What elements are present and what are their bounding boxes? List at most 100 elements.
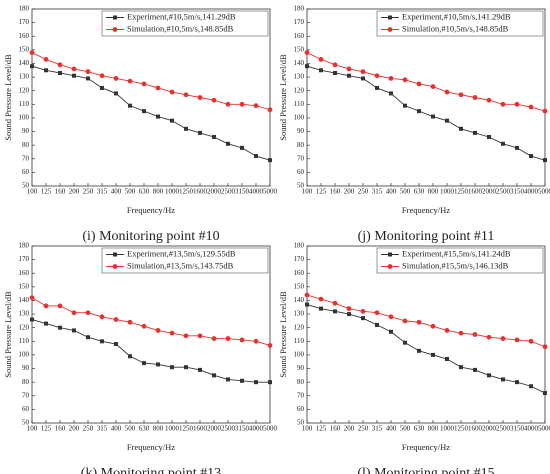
marker xyxy=(347,73,351,78)
marker xyxy=(500,101,506,107)
series-line xyxy=(31,319,270,383)
marker xyxy=(197,95,203,100)
x-tick-label: 200 xyxy=(344,425,355,433)
x-tick-label: 100 xyxy=(302,188,313,196)
x-tick-label: 250 xyxy=(358,188,369,196)
marker xyxy=(128,103,132,108)
marker xyxy=(528,338,534,344)
x-tick-label: 800 xyxy=(428,188,439,196)
marker xyxy=(305,64,309,69)
marker xyxy=(346,66,352,72)
y-tick-label: 90 xyxy=(297,364,305,372)
marker xyxy=(254,380,258,385)
marker xyxy=(239,337,245,343)
x-tick-label: 800 xyxy=(428,425,439,433)
marker xyxy=(375,85,379,90)
y-tick-label: 80 xyxy=(22,378,30,386)
x-tick-label: 5000 xyxy=(263,188,278,196)
marker xyxy=(85,310,91,316)
x-tick-label: 125 xyxy=(41,425,52,433)
x-tick-label: 1250 xyxy=(454,425,469,433)
y-tick-label: 180 xyxy=(294,242,305,250)
marker xyxy=(445,118,449,123)
x-tick-label: 1250 xyxy=(179,425,194,433)
marker xyxy=(500,336,506,341)
x-tick-label: 400 xyxy=(111,188,122,196)
marker xyxy=(142,109,146,114)
x-tick-label: 315 xyxy=(97,425,108,433)
y-tick-label: 50 xyxy=(297,182,305,190)
caption: (j) Monitoring point #11 xyxy=(358,229,495,244)
x-tick-label: 2000 xyxy=(482,425,497,433)
y-tick-label: 160 xyxy=(294,32,305,40)
marker xyxy=(212,373,216,378)
marker xyxy=(183,92,189,98)
caption: (k) Monitoring point #13 xyxy=(81,466,221,474)
marker xyxy=(388,76,394,81)
x-tick-label: 250 xyxy=(83,425,94,433)
marker xyxy=(445,357,449,362)
marker xyxy=(211,97,217,103)
marker xyxy=(417,348,421,353)
y-tick-label: 50 xyxy=(22,419,30,427)
x-tick-label: 160 xyxy=(330,188,341,196)
marker xyxy=(170,365,174,370)
y-tick-label: 160 xyxy=(19,32,30,40)
marker xyxy=(155,85,161,91)
marker xyxy=(114,342,118,347)
x-tick-label: 200 xyxy=(69,425,80,433)
y-tick-label: 100 xyxy=(294,351,305,359)
x-axis-title: Frequency/Hz xyxy=(127,442,175,452)
marker xyxy=(486,97,492,103)
marker xyxy=(529,384,533,389)
marker xyxy=(347,312,351,317)
y-tick-label: 170 xyxy=(294,255,305,263)
marker xyxy=(543,158,547,163)
x-tick-label: 1000 xyxy=(440,188,455,196)
x-tick-label: 200 xyxy=(344,188,355,196)
marker xyxy=(29,295,35,301)
x-tick-label: 630 xyxy=(414,188,425,196)
marker xyxy=(402,77,408,83)
marker xyxy=(346,306,352,312)
legend-box xyxy=(376,10,544,37)
marker xyxy=(332,300,338,306)
x-tick-label: 160 xyxy=(55,188,66,196)
marker xyxy=(543,391,547,396)
y-tick-label: 60 xyxy=(297,168,305,176)
marker xyxy=(319,68,323,73)
x-tick-label: 4000 xyxy=(249,188,264,196)
x-tick-label: 1000 xyxy=(165,425,180,433)
y-tick-label: 130 xyxy=(294,73,305,81)
marker xyxy=(416,319,422,325)
x-tick-label: 1600 xyxy=(193,425,208,433)
marker xyxy=(472,332,478,337)
marker xyxy=(86,335,90,340)
y-axis-title: Sound Pressure Level/dB xyxy=(3,54,13,141)
marker xyxy=(501,141,505,146)
marker xyxy=(58,70,62,75)
x-tick-label: 1250 xyxy=(454,188,469,196)
legend-label: Experiment,#10,5m/s,141.29dB xyxy=(127,11,236,21)
y-tick-label: 100 xyxy=(19,351,30,359)
y-tick-label: 150 xyxy=(19,282,30,290)
marker xyxy=(254,154,258,159)
y-tick-label: 170 xyxy=(19,255,30,263)
marker xyxy=(113,317,119,322)
marker xyxy=(389,91,393,96)
legend-label: Experiment,#13,5m/s,129.55dB xyxy=(127,248,236,258)
marker xyxy=(501,377,505,382)
legend-marker xyxy=(387,264,393,269)
y-tick-label: 110 xyxy=(294,100,305,108)
y-tick-label: 150 xyxy=(294,282,305,290)
marker xyxy=(487,134,491,139)
series-line xyxy=(306,52,546,112)
x-tick-label: 200 xyxy=(69,188,80,196)
marker xyxy=(417,109,421,114)
x-tick-label: 500 xyxy=(400,425,411,433)
legend-marker xyxy=(388,15,392,20)
marker xyxy=(198,367,202,372)
y-tick-label: 140 xyxy=(294,59,305,67)
x-tick-label: 160 xyxy=(55,425,66,433)
x-tick-label: 5000 xyxy=(538,188,550,196)
